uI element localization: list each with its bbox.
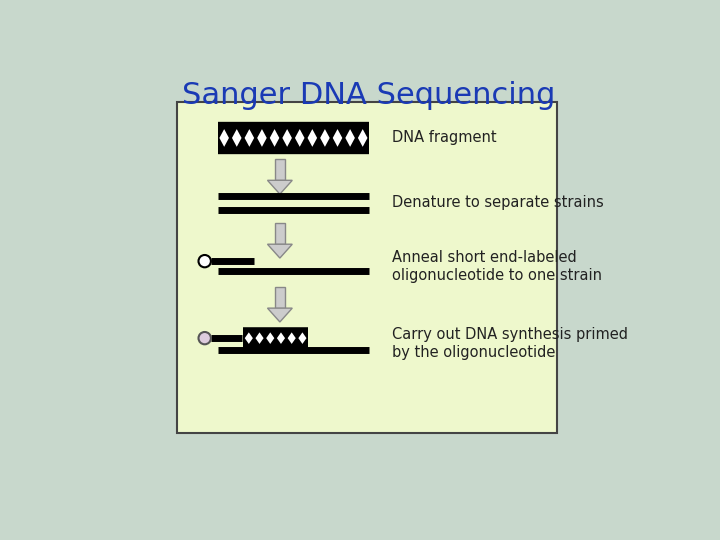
Polygon shape bbox=[220, 129, 229, 147]
Bar bbox=[275, 287, 284, 308]
Text: Denature to separate strains: Denature to separate strains bbox=[392, 195, 604, 210]
Polygon shape bbox=[358, 129, 367, 147]
Bar bbox=[243, 330, 307, 346]
Polygon shape bbox=[266, 333, 274, 344]
Circle shape bbox=[199, 332, 211, 345]
Bar bbox=[218, 126, 369, 150]
Polygon shape bbox=[320, 129, 330, 147]
Polygon shape bbox=[232, 129, 241, 147]
Polygon shape bbox=[245, 129, 254, 147]
Text: Anneal short end-labeled
oligonucleotide to one strain: Anneal short end-labeled oligonucleotide… bbox=[392, 251, 602, 283]
Polygon shape bbox=[346, 129, 355, 147]
Polygon shape bbox=[282, 129, 292, 147]
Polygon shape bbox=[270, 129, 279, 147]
Polygon shape bbox=[267, 308, 292, 322]
Polygon shape bbox=[287, 333, 296, 344]
Polygon shape bbox=[257, 129, 266, 147]
Polygon shape bbox=[298, 333, 307, 344]
Polygon shape bbox=[267, 244, 292, 258]
Polygon shape bbox=[333, 129, 342, 147]
Polygon shape bbox=[307, 129, 317, 147]
Text: Carry out DNA synthesis primed
by the oligonucleotide: Carry out DNA synthesis primed by the ol… bbox=[392, 327, 629, 360]
Text: DNA fragment: DNA fragment bbox=[392, 131, 497, 145]
Text: Sanger DNA Sequencing: Sanger DNA Sequencing bbox=[182, 81, 556, 110]
Polygon shape bbox=[277, 333, 285, 344]
Polygon shape bbox=[267, 180, 292, 194]
Bar bbox=[275, 159, 284, 180]
Polygon shape bbox=[245, 333, 253, 344]
Circle shape bbox=[199, 255, 211, 267]
Polygon shape bbox=[295, 129, 305, 147]
Polygon shape bbox=[256, 333, 264, 344]
FancyBboxPatch shape bbox=[177, 102, 557, 433]
Bar bbox=[275, 222, 284, 244]
